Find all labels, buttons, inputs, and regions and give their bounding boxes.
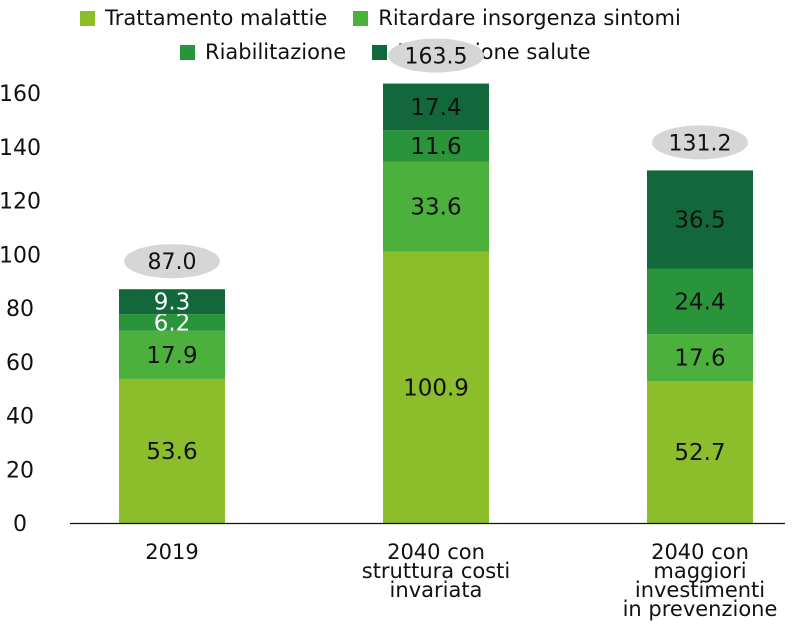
value-label-trattamento-1: 100.9 [403, 375, 469, 401]
y-tick-label-20: 20 [6, 458, 34, 483]
legend-row-1: Trattamento malattie Ritardare insorgenz… [80, 6, 681, 30]
total-ellipse-0 [124, 244, 220, 279]
y-tick-label-60: 60 [6, 351, 34, 376]
bar-trattamento-1 [383, 251, 489, 524]
legend-item-ritardare: Ritardare insorgenza sintomi [353, 6, 681, 30]
bar-promozione-0 [119, 289, 225, 315]
x-category-label-2-1: maggiori [653, 559, 746, 583]
y-tick-label-40: 40 [6, 405, 34, 430]
x-category-label-2-0: 2040 con [651, 540, 749, 564]
y-tick-label-0: 0 [13, 512, 27, 537]
x-category-label-1-2: invariata [390, 578, 483, 602]
bar-promozione-2 [647, 170, 753, 269]
bar-trattamento-0 [119, 378, 225, 523]
value-label-ritardare-0: 17.9 [146, 343, 197, 369]
x-category-label-0-0: 2019 [145, 540, 198, 564]
value-label-trattamento-0: 53.6 [146, 439, 197, 465]
total-label-2: 131.2 [669, 131, 732, 156]
y-tick-label-160: 160 [0, 82, 41, 107]
legend-swatch-ritardare [353, 10, 369, 26]
legend-item-trattamento: Trattamento malattie [80, 6, 327, 30]
bar-riabilitazione-1 [383, 130, 489, 162]
bar-trattamento-2 [647, 381, 753, 523]
legend-label-riabilitazione: Riabilitazione [205, 40, 347, 64]
y-tick-label-140: 140 [0, 136, 41, 161]
x-category-label-2-2: investimenti [635, 578, 765, 602]
value-label-riabilitazione-0: 6.2 [154, 311, 191, 337]
bar-ritardare-2 [647, 334, 753, 382]
x-category-label-1-0: 2040 con [387, 540, 485, 564]
total-label-1: 163.5 [405, 45, 468, 70]
bar-riabilitazione-2 [647, 268, 753, 335]
value-label-ritardare-2: 17.6 [674, 346, 725, 372]
y-tick-label-120: 120 [0, 190, 41, 215]
value-label-promozione-2: 36.5 [674, 207, 725, 233]
y-tick-label-80: 80 [6, 297, 34, 322]
value-label-promozione-0: 9.3 [154, 290, 191, 316]
x-category-label-1-1: struttura costi [362, 559, 510, 583]
total-label-0: 87.0 [148, 250, 197, 275]
legend-label-ritardare: Ritardare insorgenza sintomi [378, 6, 681, 30]
value-label-riabilitazione-2: 24.4 [674, 289, 725, 315]
value-label-trattamento-2: 52.7 [674, 440, 725, 466]
bar-ritardare-1 [383, 161, 489, 252]
x-category-label-2-3: in prevenzione [623, 597, 778, 621]
total-ellipse-2 [652, 125, 748, 160]
value-label-ritardare-1: 33.6 [410, 195, 461, 221]
y-tick-label-100: 100 [0, 243, 41, 268]
bar-ritardare-0 [119, 330, 225, 379]
bar-riabilitazione-0 [119, 314, 225, 331]
value-label-riabilitazione-1: 11.6 [410, 134, 461, 160]
legend-label-trattamento: Trattamento malattie [105, 6, 328, 30]
legend-swatch-trattamento [80, 10, 95, 26]
legend-swatch-riabilitazione [180, 44, 195, 60]
total-ellipse-1 [388, 38, 484, 73]
value-label-promozione-1: 17.4 [410, 95, 461, 121]
legend-item-riabilitazione: Riabilitazione [180, 40, 346, 64]
bar-promozione-1 [383, 83, 489, 131]
legend-swatch-promozione [372, 44, 388, 60]
